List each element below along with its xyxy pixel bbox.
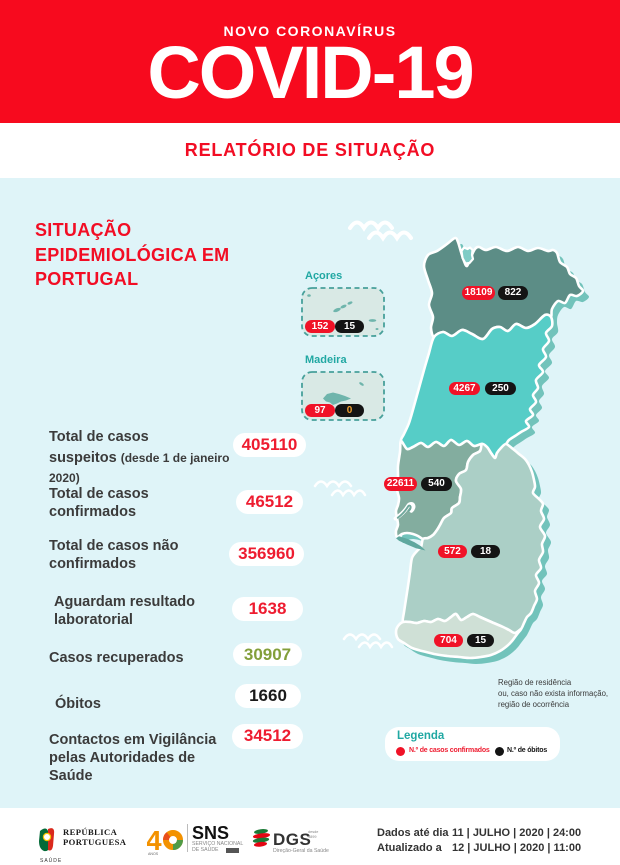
- svg-text:ANOS: ANOS: [148, 852, 159, 856]
- svg-text:REPÚBLICA: REPÚBLICA: [63, 827, 118, 837]
- svg-text:DGS: DGS: [273, 830, 311, 849]
- svg-text:ou, caso não exista informação: ou, caso não exista informação,: [498, 689, 608, 698]
- svg-text:Direção-Geral da Saúde: Direção-Geral da Saúde: [273, 848, 329, 854]
- svg-text:desde: desde: [308, 830, 318, 834]
- svg-text:SAÚDE: SAÚDE: [40, 857, 62, 864]
- svg-text:1899: 1899: [308, 835, 316, 839]
- svg-text:região de ocorrência: região de ocorrência: [498, 700, 570, 709]
- svg-text:Região de residência: Região de residência: [498, 678, 572, 687]
- svg-text:4: 4: [147, 826, 162, 856]
- svg-text:PORTUGUESA: PORTUGUESA: [63, 837, 127, 847]
